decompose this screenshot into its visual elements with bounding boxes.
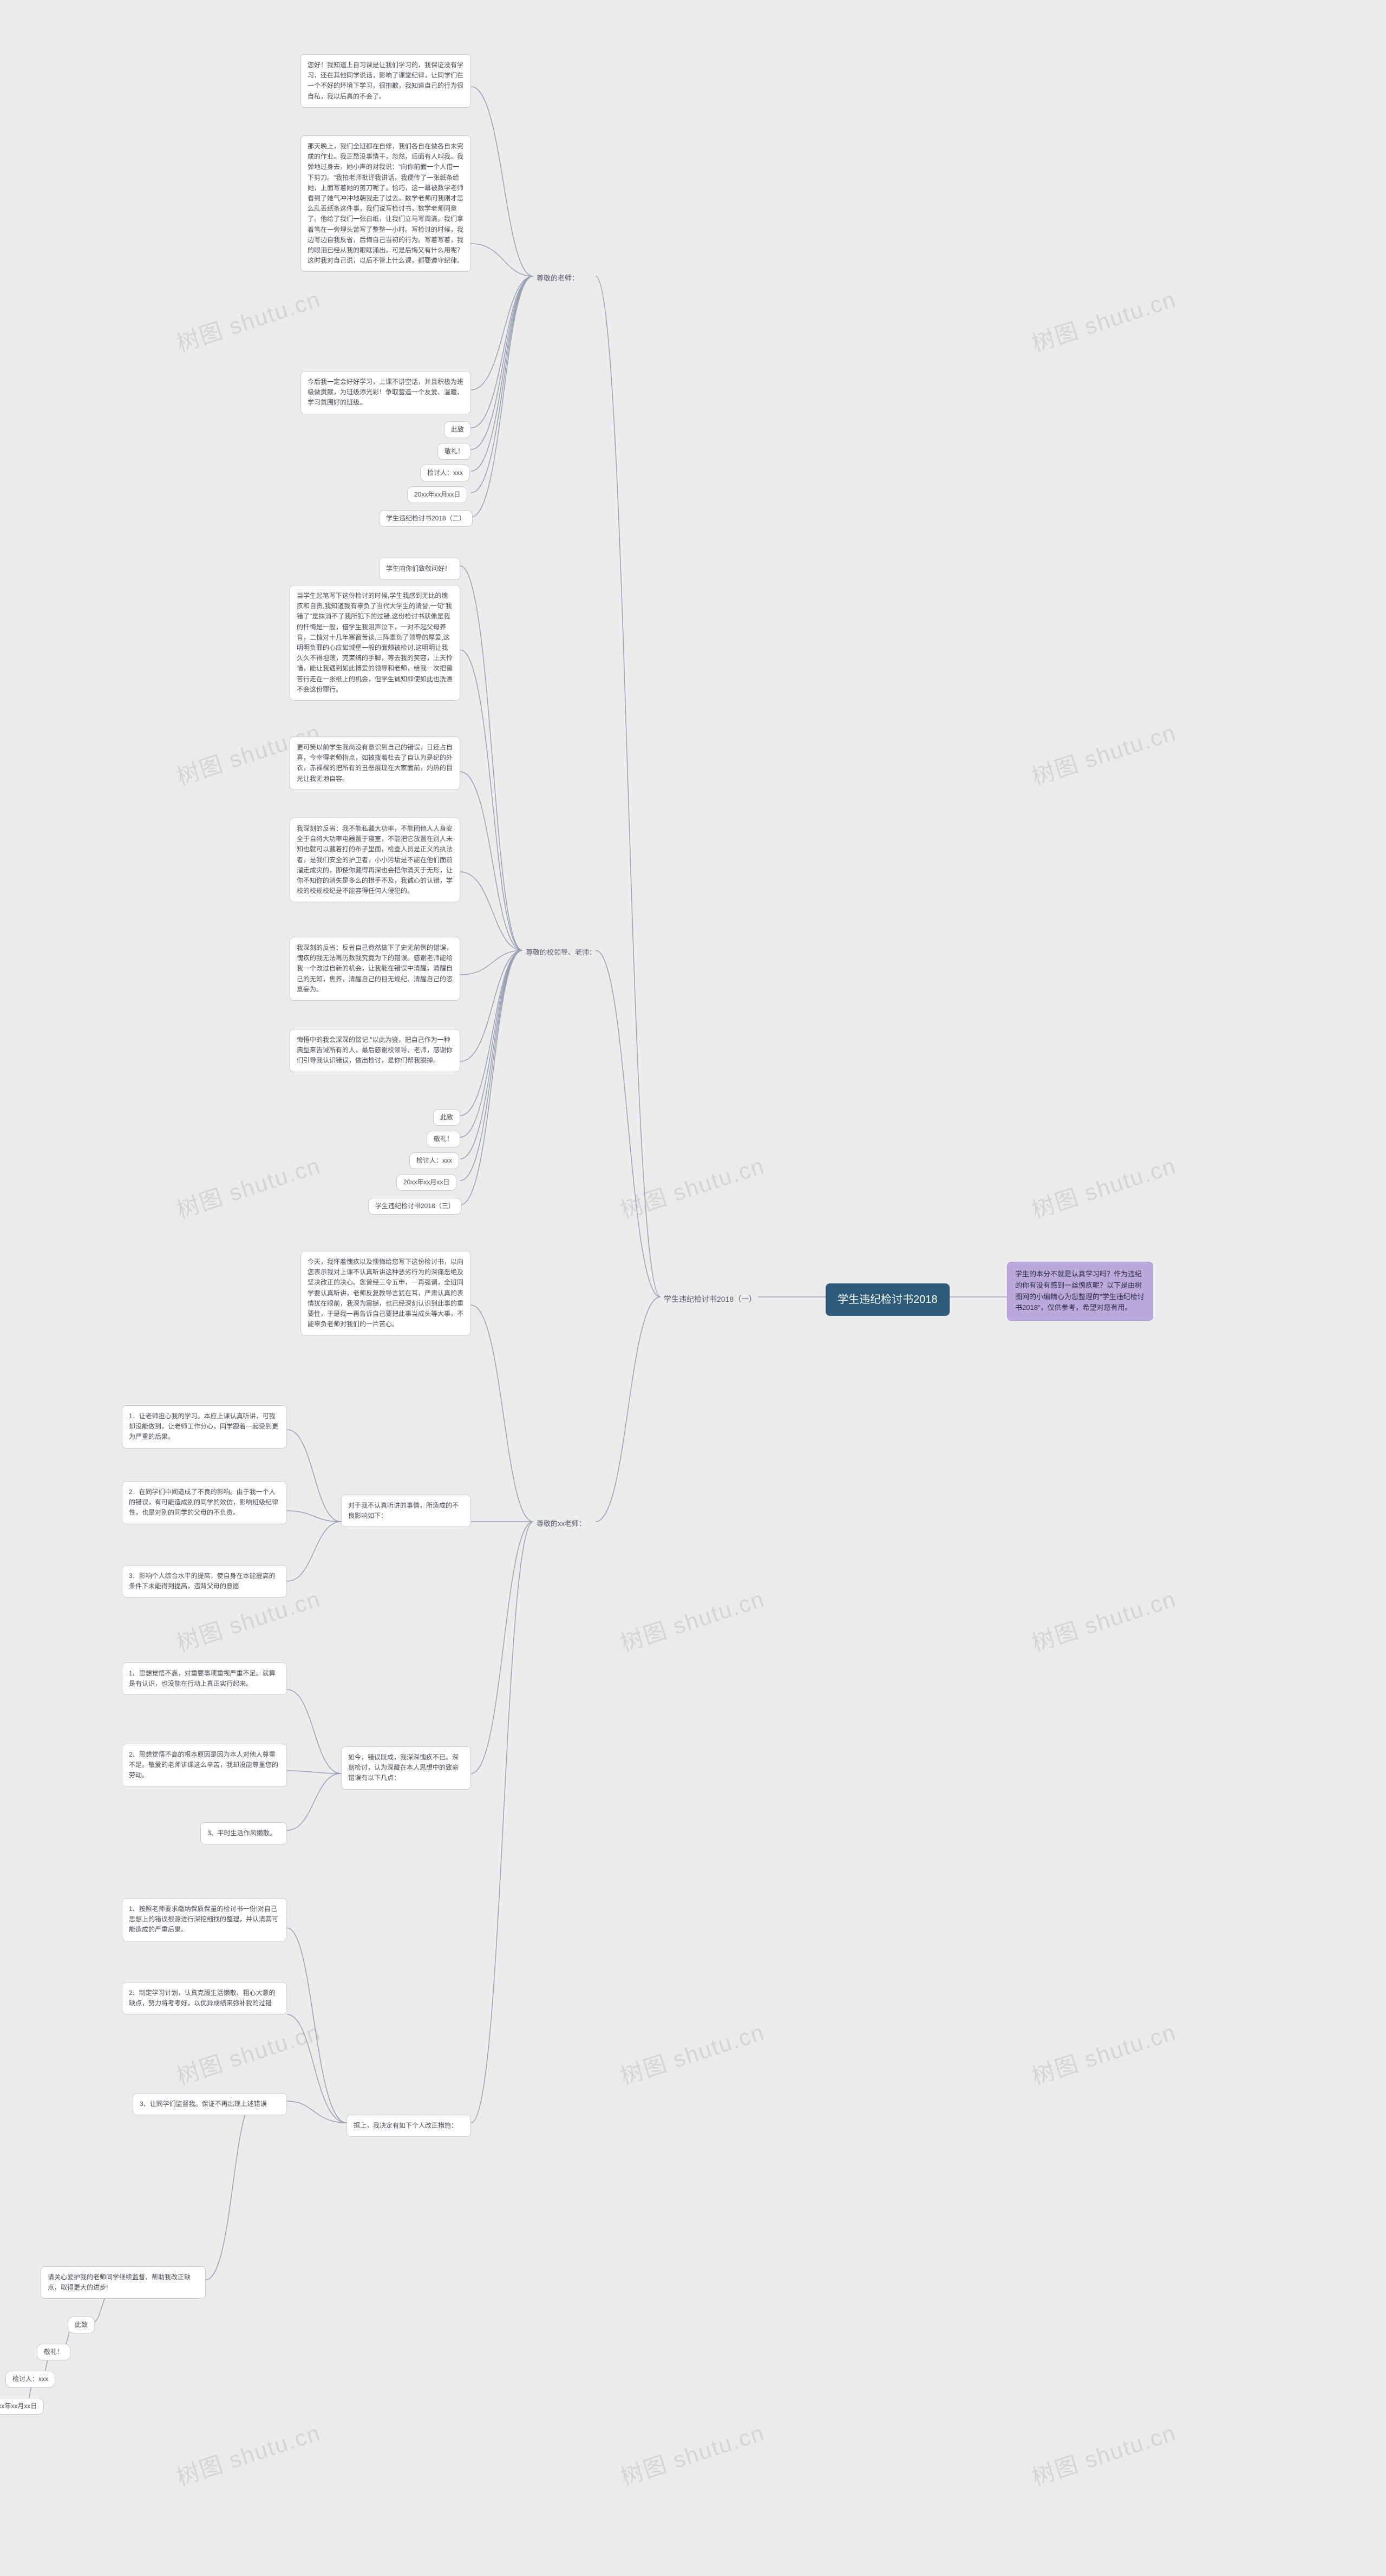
b2-tiny-4: 学生违纪检讨书2018（三） <box>368 1198 462 1215</box>
b3-sub3-leaf-1: 2、制定学习计划，认真克服生活懒散、粗心大意的缺点，努力将考考好，以优异成绩来弥… <box>122 1982 287 2014</box>
watermark: 树图 shutu.cn <box>1027 1581 1180 1658</box>
b3-sub3-tiny-0: 此致 <box>68 2317 95 2333</box>
b2-leaf-5: 悔悟中的我会深深的铭记,"以此为鉴，把自己作为一种典型来告诫所有的人，最后感谢校… <box>290 1029 460 1072</box>
section-title[interactable]: 学生违纪检讨书2018（一） <box>661 1291 760 1307</box>
b3-sub2-leaf-1: 2、思想觉悟不高的根本原因是因为本人对他人尊重不足。敬爱的老师讲课这么辛苦，我却… <box>122 1744 287 1787</box>
watermark: 树图 shutu.cn <box>1027 1147 1180 1225</box>
b2-tiny-1: 敬礼！ <box>427 1131 460 1147</box>
b3-sub1-leaf-1: 2．在同学们中间造成了不良的影响。由于我一个人的错误，有可能造成别的同学的效仿，… <box>122 1481 287 1524</box>
watermark: 树图 shutu.cn <box>1027 714 1180 792</box>
b3-sub3-tiny-1: 敬礼！ <box>37 2344 70 2360</box>
branch-1[interactable]: 尊敬的老师： <box>533 271 582 286</box>
b1-leaf-2: 今后我一定会好好学习，上课不讲空话，并且积极为班级做贡献，为班级添光彩！争取营造… <box>300 371 471 414</box>
b3-sub3-tiny-2: 检讨人：xxx <box>5 2371 55 2388</box>
edges <box>0 0 1386 2576</box>
branch-3[interactable]: 尊敬的xx老师： <box>533 1516 589 1532</box>
b2-tiny-3: 20xx年xx月xx日 <box>396 1174 456 1191</box>
intro-note: 学生的本分不就是认真学习吗？作为违纪的你有没有感到一丝愧疚呢？以下是由树图网的小… <box>1007 1262 1153 1321</box>
b3-leaf: 今天，我怀着愧疚以及懊悔给您写下这份检讨书，以向您表示我对上课不认真听讲这种恶劣… <box>300 1251 471 1335</box>
b3-sub3[interactable]: 据上，我决定有如下个人改正措施： <box>346 2115 471 2137</box>
watermark: 树图 shutu.cn <box>172 2415 324 2492</box>
watermark: 树图 shutu.cn <box>172 1147 324 1225</box>
watermark: 树图 shutu.cn <box>1027 281 1180 358</box>
b3-sub3-final: 请关心爱护我的老师同学继续监督、帮助我改正缺点，取得更大的进步! <box>41 2266 206 2299</box>
b3-sub2[interactable]: 如今，错误既成，我深深愧疚不已。深刻检讨，认为深藏在本人思想中的致命错误有以下几… <box>341 1746 471 1790</box>
branch-2[interactable]: 尊敬的校领导、老师： <box>522 945 599 961</box>
watermark: 树图 shutu.cn <box>616 2415 768 2492</box>
b3-sub1-leaf-0: 1．让老师担心我的学习。本应上课认真听讲，可我却没能做到，让老师工作分心，同学跟… <box>122 1405 287 1449</box>
watermark: 树图 shutu.cn <box>616 2014 768 2091</box>
b3-sub1-leaf-2: 3．影响个人综合水平的提高，使自身在本能提高的条件下未能得到提高，违背父母的意愿 <box>122 1565 287 1597</box>
watermark: 树图 shutu.cn <box>172 2014 324 2091</box>
b2-leaf-1: 当学生起笔写下这份检讨的时候,学生我感到无比的愧疚和自责,我知道我有辜负了当代大… <box>290 585 460 701</box>
b3-sub1[interactable]: 对于我不认真听讲的事情，所造成的不良影响如下： <box>341 1495 471 1527</box>
b2-leaf-2: 更可笑以前学生我尚没有意识到自己的错误，日还占自喜，今幸得老师指点，如被拨着杜去… <box>290 736 460 790</box>
watermark: 树图 shutu.cn <box>1027 2415 1180 2492</box>
b2-leaf-4: 我深刻的反省：反省自己竟然做下了史无前例的错误，愧疚的我无法再历数我究竟为下的错… <box>290 937 460 1001</box>
watermark: 树图 shutu.cn <box>616 1581 768 1658</box>
b1-leaf-0: 您好！我知道上自习课是让我们学习的，我保证没有学习，还在其他同学说话，影响了课堂… <box>300 54 471 108</box>
b1-tiny-0: 此致 <box>444 421 471 438</box>
b2-leaf-0: 学生向你们致敬问好！ <box>379 558 460 580</box>
watermark: 树图 shutu.cn <box>1027 2014 1180 2091</box>
watermark: 树图 shutu.cn <box>172 281 324 358</box>
b3-sub3-tiny-3: 20xx年xx月xx日 <box>0 2398 44 2415</box>
b3-sub2-leaf-0: 1、思想觉悟不高，对重要事项重视严重不足。就算是有认识，也没能在行动上真正实行起… <box>122 1662 287 1695</box>
b1-tiny-1: 敬礼！ <box>437 443 471 460</box>
b1-leaf-1: 那天晚上，我们全班都在自修，我们各自在做各自未完成的作业。我正愁没事情干，忽然，… <box>300 135 471 272</box>
b2-tiny-0: 此致 <box>433 1109 460 1126</box>
b2-leaf-3: 我深刻的反省：我不能私藏大功率，不能罔他人人身安全于自将大功率电器置于寝室，不能… <box>290 818 460 902</box>
b3-sub3-leaf-0: 1、按照老师要求缴纳保质保量的检讨书一份!对自己思想上的错误根源进行深挖细找的整… <box>122 1898 287 1941</box>
b1-tiny-3: 20xx年xx月xx日 <box>407 486 467 503</box>
b1-tiny-4: 学生违纪检讨书2018（二） <box>379 510 473 527</box>
b3-sub3-leaf-2: 3、让同学们监督我。保证不再出现上述错误 <box>133 2093 287 2115</box>
b1-tiny-2: 检讨人：xxx <box>420 465 470 481</box>
b3-sub2-leaf-2: 3、平时生活作风懒散。 <box>200 1822 287 1844</box>
b2-tiny-2: 检讨人：xxx <box>409 1152 459 1169</box>
watermark: 树图 shutu.cn <box>616 1147 768 1225</box>
root-node[interactable]: 学生违纪检讨书2018 <box>826 1283 950 1316</box>
